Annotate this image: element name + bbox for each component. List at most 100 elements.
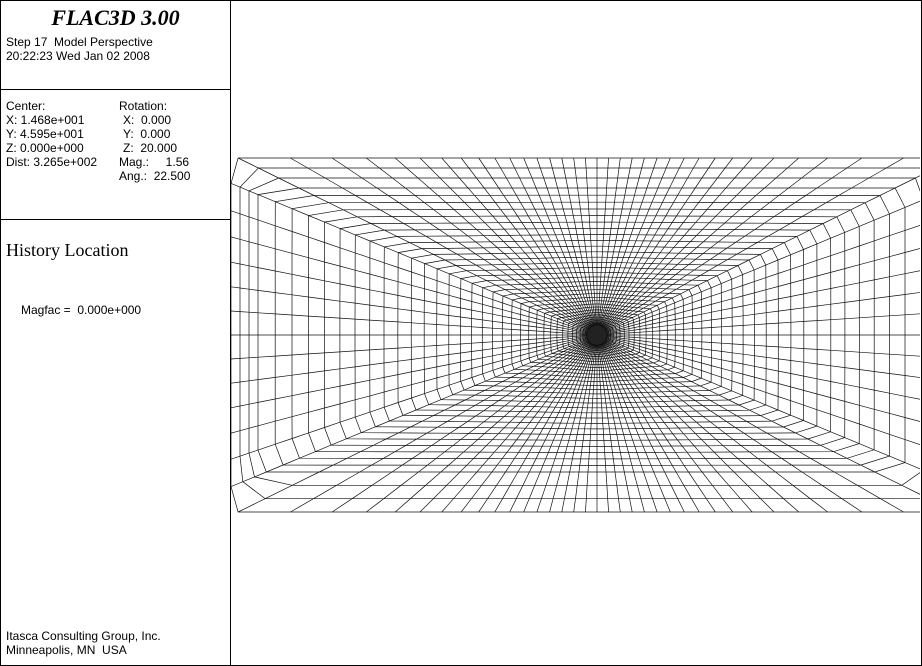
mesh-line xyxy=(248,177,920,486)
mesh-line xyxy=(494,157,593,327)
mesh-line xyxy=(603,341,775,513)
mesh-line xyxy=(550,309,641,360)
mesh-line xyxy=(231,310,587,335)
mesh-line xyxy=(606,248,920,333)
company: Itasca Consulting Group, Inc. xyxy=(6,629,161,643)
mesh-line xyxy=(383,240,792,424)
mesh-line xyxy=(605,157,904,331)
mesh-line xyxy=(605,340,863,513)
mesh-line xyxy=(257,187,906,473)
mesh-line xyxy=(478,157,592,327)
mesh-line xyxy=(604,157,800,329)
mesh-line xyxy=(339,221,832,441)
mesh-line xyxy=(460,271,723,395)
mesh-line xyxy=(605,157,863,330)
divider xyxy=(1,89,230,90)
mesh-line xyxy=(460,157,592,328)
mesh-line xyxy=(366,157,590,330)
mesh-line xyxy=(448,267,733,399)
mesh-line xyxy=(354,228,818,435)
mesh-line xyxy=(231,335,588,384)
mesh-line xyxy=(602,342,734,513)
mesh-line xyxy=(369,234,805,430)
mesh-line xyxy=(423,256,755,409)
dist: Dist: 3.265e+002 xyxy=(6,155,98,169)
magfac: Magfac = 0.000e+000 xyxy=(21,303,142,317)
mesh-line xyxy=(237,339,589,513)
mesh-line xyxy=(460,342,592,513)
center-x: X: 1.468e+001 xyxy=(6,113,85,127)
mesh-line xyxy=(562,314,630,355)
center-label: Center: xyxy=(6,99,46,113)
mesh-line xyxy=(600,157,671,326)
mesh-line xyxy=(509,157,593,327)
mesh-line xyxy=(603,157,753,328)
mesh-line xyxy=(602,157,716,327)
mesh-line xyxy=(605,339,920,495)
mesh-line xyxy=(290,157,589,331)
mesh-line xyxy=(604,341,800,513)
mesh-line xyxy=(606,292,920,335)
mesh-line xyxy=(231,236,588,333)
timestamp: 20:22:23 Wed Jan 02 2008 xyxy=(6,49,150,63)
mesh-line xyxy=(604,340,828,513)
history-title: History Location xyxy=(6,240,129,260)
center-y: Y: 4.595e+001 xyxy=(6,127,84,141)
mesh-line xyxy=(605,339,904,513)
mesh-line xyxy=(606,335,920,378)
mesh-line xyxy=(231,336,588,409)
mesh-line xyxy=(394,157,590,329)
mesh-line xyxy=(585,157,597,325)
mesh-line xyxy=(567,316,625,353)
mesh-line xyxy=(606,337,920,422)
mesh-line xyxy=(324,215,846,447)
mesh-line xyxy=(419,157,591,329)
info-panel: FLAC3D 3.00 Step 17 Model Perspective 20… xyxy=(0,0,231,666)
mesh-line xyxy=(523,157,594,326)
mesh-line xyxy=(501,289,685,379)
center-z: Z: 0.000e+000 xyxy=(6,141,84,155)
mesh-line xyxy=(584,323,610,347)
ang: Ang.: 22.500 xyxy=(119,169,191,183)
rot-y: Y: 0.000 xyxy=(123,127,171,141)
mesh-line xyxy=(602,157,734,328)
mesh-line xyxy=(606,200,920,332)
mesh-line xyxy=(231,337,588,460)
mesh-line xyxy=(231,338,588,487)
mesh-line xyxy=(231,261,588,334)
mesh-line xyxy=(492,285,693,382)
mag: Mag.: 1.56 xyxy=(119,155,190,169)
mesh-line xyxy=(511,293,676,375)
mesh-line xyxy=(441,342,591,513)
mesh-line xyxy=(291,201,875,460)
mesh-line xyxy=(366,340,590,513)
mesh-line xyxy=(394,341,590,513)
mesh-line xyxy=(520,296,668,372)
mesh-line xyxy=(419,341,591,513)
mesh-line xyxy=(308,208,860,453)
mesh-line xyxy=(239,167,920,500)
mesh-line xyxy=(543,306,647,363)
mesh-line xyxy=(436,262,744,404)
mesh-line xyxy=(607,335,920,357)
mesh-line xyxy=(231,210,588,333)
mesh-line xyxy=(231,337,588,434)
mesh-line xyxy=(274,194,890,466)
mesh-line xyxy=(607,313,920,335)
mesh-line xyxy=(471,276,712,390)
mesh-line xyxy=(606,224,920,333)
mesh-line xyxy=(231,157,920,513)
mesh-line xyxy=(604,157,828,330)
mesh-line xyxy=(478,343,592,513)
mesh-line xyxy=(601,157,685,327)
rot-z: Z: 20.000 xyxy=(123,141,178,155)
title: FLAC3D 3.00 xyxy=(51,5,180,30)
mesh-line xyxy=(579,321,614,349)
mesh-line xyxy=(601,157,700,327)
rot-x: X: 0.000 xyxy=(123,113,172,127)
mesh-line xyxy=(603,157,775,329)
mesh-line xyxy=(441,157,591,328)
mesh-line xyxy=(536,303,654,365)
